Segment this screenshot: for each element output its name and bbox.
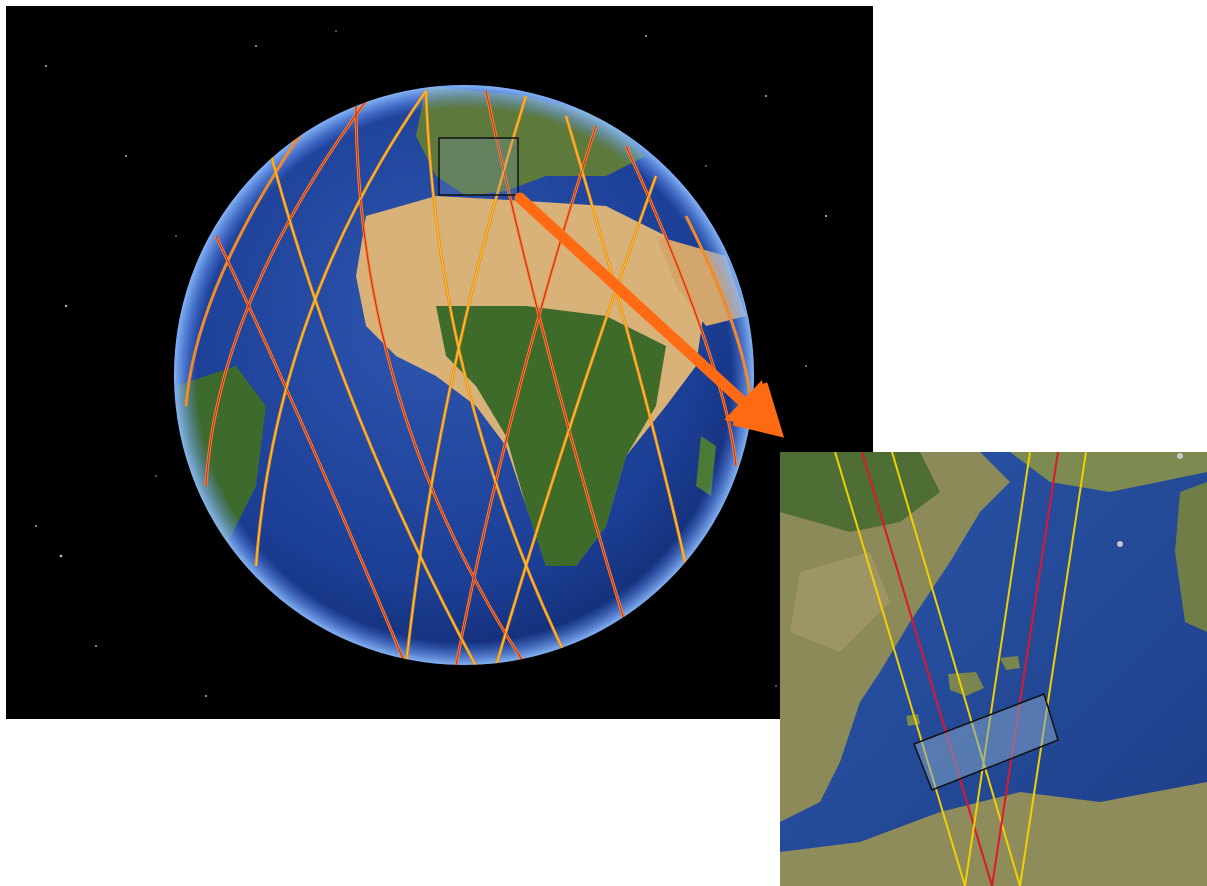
inset-map-svg	[780, 452, 1207, 886]
globe-svg	[35, 30, 847, 697]
satellite-ground-tracks-icon	[184, 90, 753, 665]
globe-view	[6, 6, 873, 719]
highlight-box	[438, 137, 519, 196]
inset-map	[780, 452, 1207, 886]
swath-box	[913, 693, 1059, 791]
